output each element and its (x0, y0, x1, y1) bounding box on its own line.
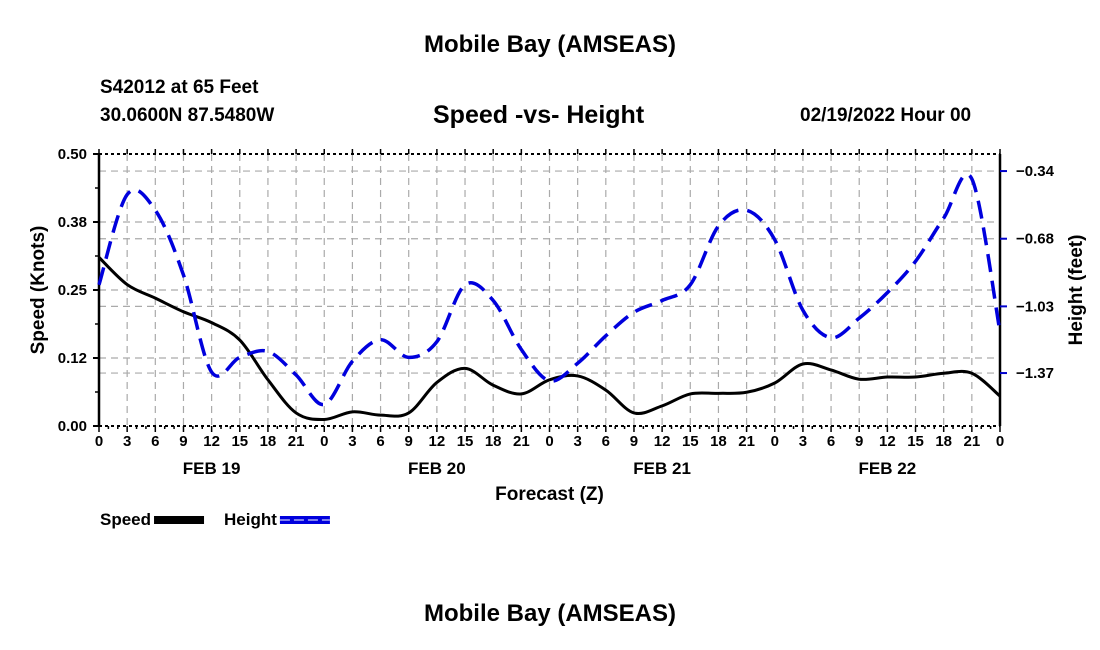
x-tick-label: 21 (513, 433, 530, 450)
footer-title: Mobile Bay (AMSEAS) (423, 600, 677, 627)
y2-tick-label: −0.34 (1016, 163, 1055, 180)
x-tick-label: 0 (320, 433, 328, 450)
day-label: FEB 19 (183, 459, 241, 478)
x-tick-label: 0 (771, 433, 779, 450)
x-tick-label: 0 (996, 433, 1004, 450)
x-tick-label: 9 (630, 433, 638, 450)
day-label: FEB 20 (408, 459, 466, 478)
legend-swatch-height (279, 516, 330, 524)
y-axis-label: Speed (Knots) (28, 226, 49, 355)
day-label: FEB 21 (633, 459, 691, 478)
x-tick-label: 21 (288, 433, 305, 450)
y-tick-label: 0.38 (58, 214, 87, 231)
x-tick-label: 15 (682, 433, 699, 450)
x-tick-label: 0 (95, 433, 103, 450)
y2-axis-label: Height (feet) (1066, 235, 1087, 346)
x-tick-label: 9 (855, 433, 863, 450)
x-tick-label: 3 (348, 433, 356, 450)
forecast-date: 02/19/2022 Hour 00 (800, 105, 972, 126)
x-tick-label: 12 (429, 433, 446, 450)
x-tick-label: 6 (376, 433, 384, 450)
x-tick-label: 6 (827, 433, 835, 450)
x-tick-label: 0 (545, 433, 553, 450)
series-line-speed (97, 256, 1001, 422)
x-tick-label: 3 (799, 433, 807, 450)
series-line-height (97, 172, 1002, 407)
x-tick-label: 9 (405, 433, 413, 450)
station-label: S42012 at 65 Feet (100, 77, 259, 98)
x-axis-label: Forecast (Z) (495, 484, 604, 505)
x-tick-label: 21 (964, 433, 981, 450)
y2-tick-label: −0.68 (1016, 231, 1054, 248)
y2-tick-label: −1.03 (1016, 298, 1054, 315)
x-tick-label: 21 (738, 433, 755, 450)
x-tick-label: 9 (179, 433, 187, 450)
x-tick-label: 6 (602, 433, 610, 450)
y-tick-label: 0.00 (58, 418, 87, 435)
coordinates-label: 30.0600N 87.5480W (100, 105, 275, 126)
x-tick-label: 15 (231, 433, 248, 450)
legend-swatch-speed (154, 516, 205, 524)
x-tick-label: 12 (654, 433, 671, 450)
chart-subtitle: Speed -vs- Height (433, 101, 645, 129)
x-tick-label: 18 (485, 433, 502, 450)
legend-label-height: Height (224, 510, 277, 529)
day-label: FEB 22 (859, 459, 917, 478)
x-tick-label: 15 (457, 433, 474, 450)
y-tick-label: 0.50 (58, 146, 87, 163)
y-tick-label: 0.25 (58, 282, 87, 299)
x-tick-label: 12 (203, 433, 220, 450)
x-tick-label: 3 (123, 433, 131, 450)
legend-label-speed: Speed (100, 510, 151, 529)
x-tick-label: 3 (573, 433, 581, 450)
chart-title: Mobile Bay (AMSEAS) (423, 31, 677, 58)
x-tick-label: 18 (260, 433, 277, 450)
x-tick-label: 6 (151, 433, 159, 450)
x-tick-label: 12 (879, 433, 896, 450)
x-tick-label: 18 (935, 433, 952, 450)
y2-tick-label: −1.37 (1016, 365, 1054, 382)
y-tick-label: 0.12 (58, 350, 87, 367)
x-tick-label: 15 (907, 433, 924, 450)
x-tick-label: 18 (710, 433, 727, 450)
